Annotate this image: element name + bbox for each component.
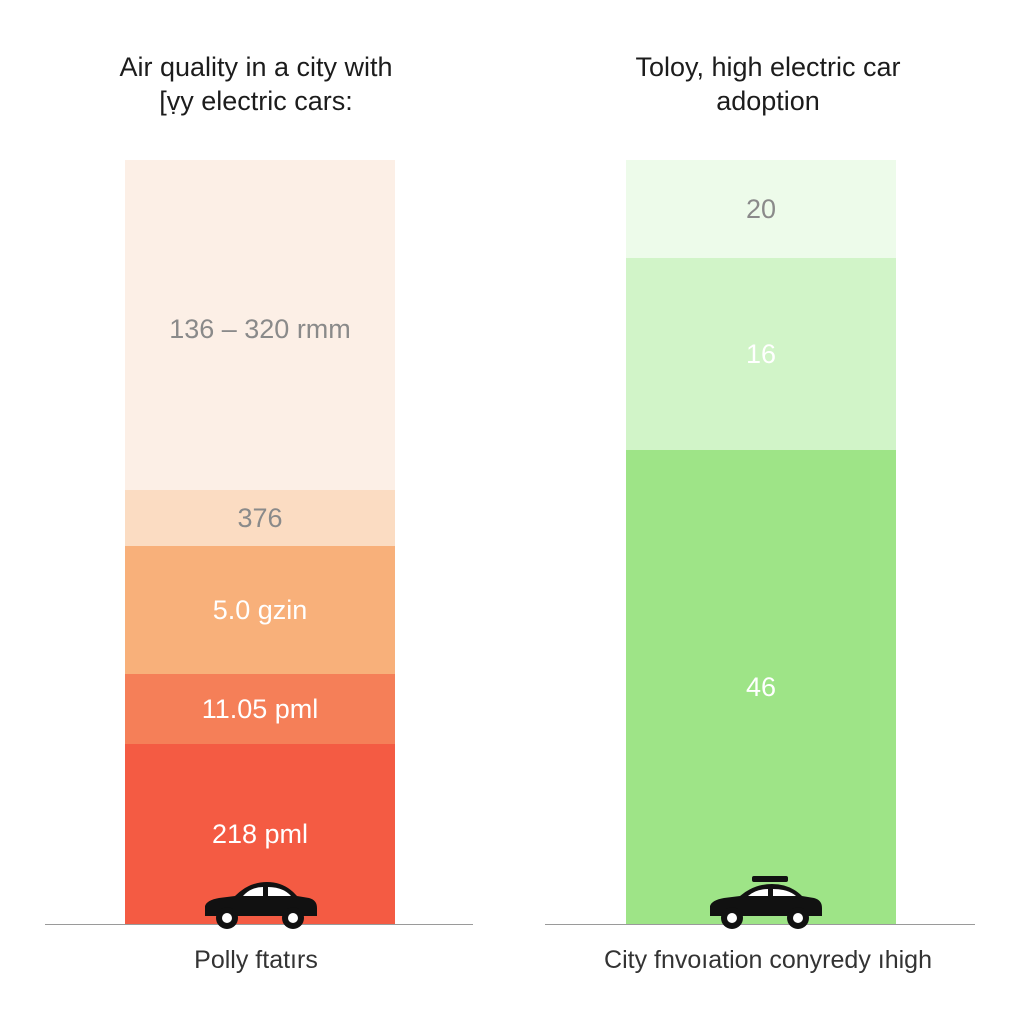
bar-segment-right-2: 46 [626, 450, 896, 925]
car-icon [205, 882, 317, 929]
chart-title-right: Toloy, high electric car adoption [635, 52, 901, 116]
stacked-bar-left: 136 – 320 rmm 376 5.0 gzin 11.05 pml 218 pml [125, 160, 395, 925]
chart-title-left: Air quality in a city with [ṿy electric … [119, 52, 393, 116]
segment-label-right-2: 46 [745, 672, 777, 702]
baseline-left [45, 924, 473, 925]
bar-segment-left-1: 376 [125, 490, 395, 546]
segment-label-left-1: 376 [237, 502, 283, 533]
chart-panel-left: Air quality in a city with [ṿy electric … [45, 52, 473, 974]
bar-segment-left-2: 5.0 gzin [125, 546, 395, 674]
segment-label-right-0: 20 [745, 193, 777, 224]
x-label-right: City fnvoıation conyredy ıhigh [604, 946, 932, 974]
chart-panel-right: Toloy, high electric car adoption 20 16 46… [512, 0, 1024, 1024]
bar-segment-left-0: 136 – 320 rmm [125, 160, 395, 490]
bar-segment-right-1: 16 [626, 258, 896, 450]
bar-segment-left-3: 11.05 pml [125, 674, 395, 744]
segment-label-right-1: 16 [745, 338, 777, 369]
segment-label-left-4: 218 pml [211, 819, 309, 849]
bar-segment-right-0: 20 [626, 160, 896, 258]
segment-label-left-0: 136 – 320 rmm [169, 314, 351, 344]
segment-label-left-3: 11.05 pml [201, 693, 319, 724]
car-icon [710, 876, 822, 929]
segment-label-left-2: 5.0 gzin [212, 594, 308, 625]
stacked-bar-right: 20 16 46 [626, 160, 896, 925]
x-label-left: Polly ftatırs [194, 946, 318, 974]
baseline-right [545, 924, 975, 925]
